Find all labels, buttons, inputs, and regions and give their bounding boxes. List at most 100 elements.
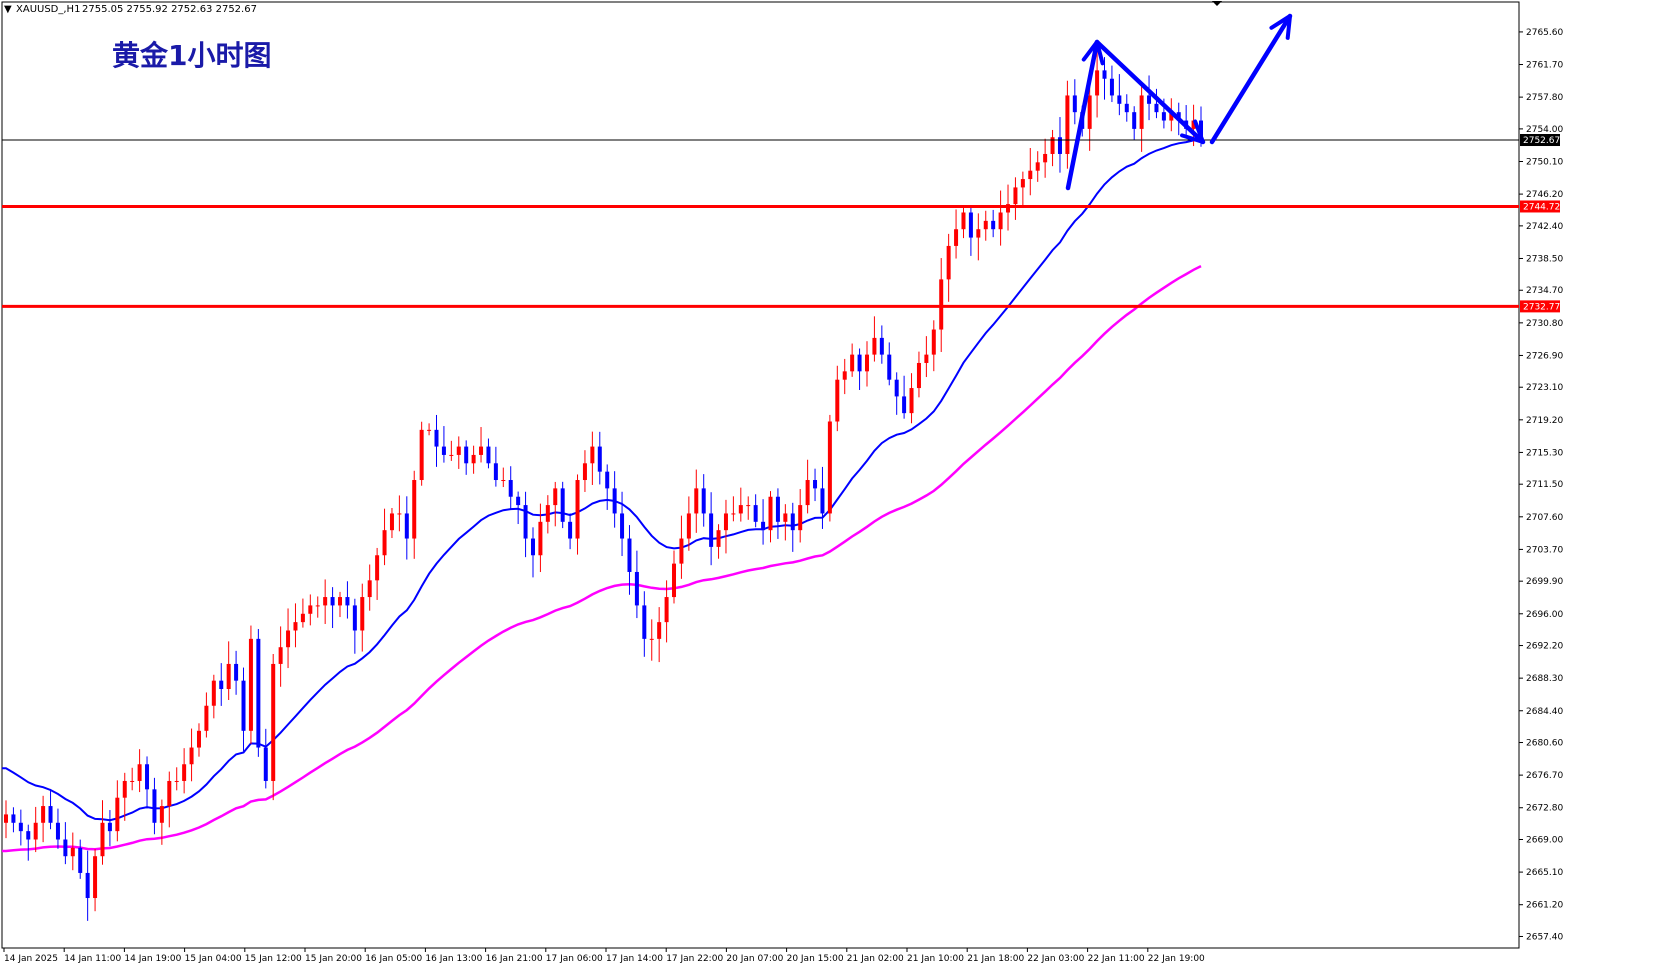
candle-body xyxy=(137,764,142,781)
x-tick-label: 20 Jan 15:00 xyxy=(787,954,844,964)
candle-body xyxy=(864,354,869,372)
x-tick-label: 16 Jan 05:00 xyxy=(365,954,422,964)
candle xyxy=(11,807,16,833)
candle xyxy=(48,788,53,830)
y-tick-label: 2699.90 xyxy=(1526,577,1563,587)
current-price-tag xyxy=(1520,134,1560,147)
candle-body xyxy=(761,521,766,531)
y-tick-label: 2719.20 xyxy=(1526,416,1563,426)
candle-body xyxy=(560,488,565,522)
candles-layer xyxy=(4,51,1203,921)
candle-body xyxy=(946,245,951,280)
candle-body xyxy=(768,496,773,531)
candle-body xyxy=(55,822,60,840)
y-tick-label: 2750.10 xyxy=(1526,157,1563,167)
candle xyxy=(189,728,194,782)
candle-body xyxy=(130,780,135,782)
candle-body xyxy=(382,530,387,556)
candle-body xyxy=(701,488,706,514)
candle-body xyxy=(85,872,90,899)
candle xyxy=(404,496,409,560)
candle-body xyxy=(1154,103,1159,113)
candle-body xyxy=(924,354,929,363)
candle xyxy=(352,598,357,654)
candle-body xyxy=(33,822,38,840)
candle xyxy=(530,527,535,578)
candle xyxy=(946,233,951,302)
candle-body xyxy=(723,513,728,531)
candle xyxy=(145,756,150,809)
candle-body xyxy=(620,513,625,539)
candle xyxy=(464,440,469,475)
candle xyxy=(278,626,283,687)
candle xyxy=(902,375,907,419)
level-label: 2744.72 xyxy=(1523,202,1560,212)
candle-body xyxy=(954,229,959,246)
y-tick-label: 2754.00 xyxy=(1526,125,1563,135)
y-tick-label: 2715.30 xyxy=(1526,448,1563,458)
candle-body xyxy=(367,580,372,598)
candle xyxy=(879,325,884,364)
candle-body xyxy=(434,429,439,447)
candle xyxy=(679,515,684,579)
candle xyxy=(657,607,662,663)
candle-body xyxy=(582,463,587,481)
candle-body xyxy=(48,806,53,823)
candle-body xyxy=(167,780,172,807)
time-axis[interactable]: 14 Jan 2025 14 Jan 11:00 14 Jan 19:00 15 Ja… xyxy=(3,948,1205,964)
candle-body xyxy=(501,480,506,482)
candle-body xyxy=(1028,170,1033,180)
candle xyxy=(716,524,721,559)
candle xyxy=(1065,80,1070,169)
y-tick-label: 2657.40 xyxy=(1526,932,1563,942)
candle-body xyxy=(798,505,803,531)
candle-body xyxy=(605,471,610,489)
x-tick-label: 14 Jan 19:00 xyxy=(124,954,181,964)
candle xyxy=(493,446,498,487)
candle xyxy=(248,625,253,744)
candle-body xyxy=(508,480,513,497)
candle xyxy=(456,436,461,469)
candle xyxy=(1124,94,1129,122)
candle-body xyxy=(456,446,461,455)
candle-body xyxy=(397,513,402,515)
candle-body xyxy=(159,806,164,823)
x-tick-label: 14 Jan 11:00 xyxy=(64,954,121,964)
candle-body xyxy=(805,480,810,506)
candle xyxy=(204,692,209,738)
arrow-projected-rise-head xyxy=(1269,14,1292,40)
candle-body xyxy=(152,789,157,823)
x-tick-label: 22 Jan 19:00 xyxy=(1148,954,1205,964)
candle xyxy=(338,591,343,618)
x-tick-label: 17 Jan 14:00 xyxy=(606,954,663,964)
candle xyxy=(582,450,587,492)
candle xyxy=(308,594,313,626)
candle-body xyxy=(575,480,580,539)
candle xyxy=(523,491,528,558)
candle xyxy=(731,496,736,522)
candle-body xyxy=(894,379,899,397)
candle-body xyxy=(100,822,105,857)
candle xyxy=(434,414,439,467)
candle xyxy=(234,650,239,695)
candle xyxy=(360,583,365,652)
candle-body xyxy=(657,622,662,639)
candle-body xyxy=(545,505,550,522)
y-tick-label: 2730.80 xyxy=(1526,319,1563,329)
price-axis[interactable]: 2765.60 2761.70 2757.80 2754.00 2750.10 2746.… xyxy=(1519,28,1563,943)
candle xyxy=(1072,79,1077,125)
candle-body xyxy=(909,388,914,414)
candle-body xyxy=(1199,120,1203,141)
candle-body xyxy=(1035,162,1040,171)
candle xyxy=(983,210,988,241)
candle xyxy=(508,466,513,510)
y-tick-label: 2746.20 xyxy=(1526,190,1563,200)
candle-body xyxy=(738,505,743,514)
candle xyxy=(709,492,714,566)
candle xyxy=(820,466,825,529)
candle-body xyxy=(887,354,892,380)
y-tick-label: 2734.70 xyxy=(1526,286,1563,296)
candle-body xyxy=(538,521,543,556)
candle-body xyxy=(827,421,832,514)
